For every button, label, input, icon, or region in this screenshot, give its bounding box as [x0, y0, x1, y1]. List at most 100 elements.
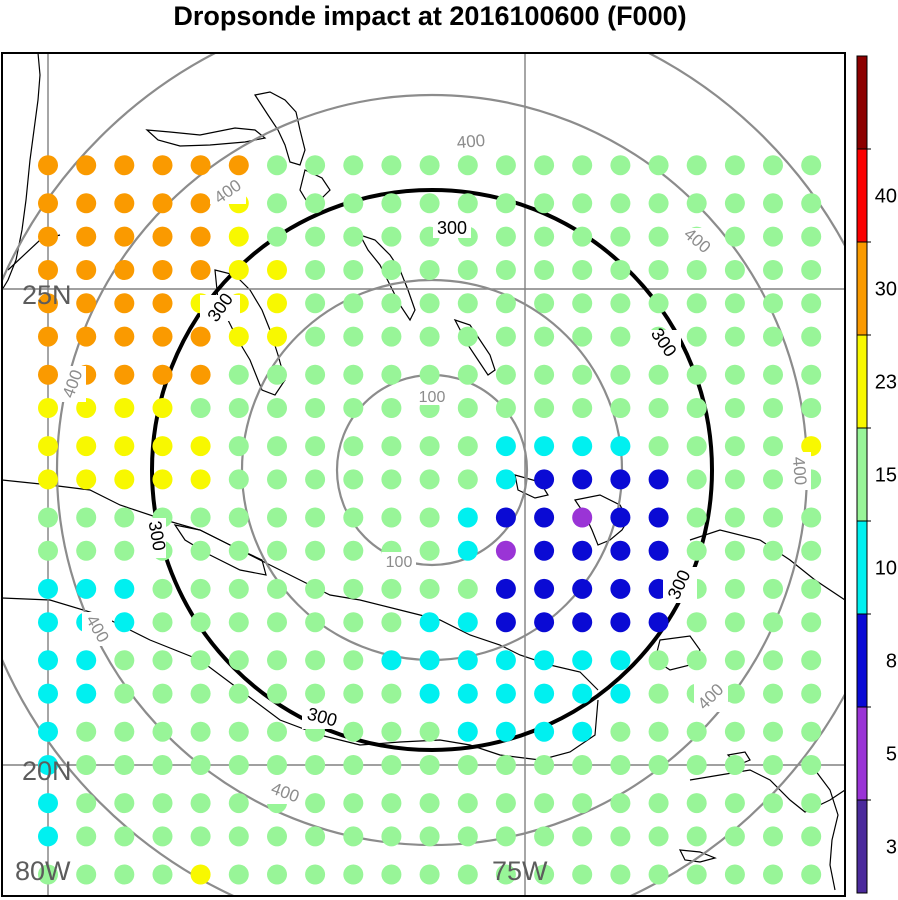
impact-dot: [228, 612, 249, 633]
impact-dot: [419, 293, 440, 314]
impact-dot: [724, 398, 745, 418]
impact-dot: [763, 193, 783, 214]
impact-dot: [419, 155, 440, 176]
impact-dot: [457, 683, 478, 704]
label-300-left: 300: [200, 289, 240, 325]
impact-dot: [228, 650, 249, 671]
coastlines: [2, 53, 845, 891]
impact-dot: [457, 155, 478, 176]
ring-label-400: 400: [456, 131, 486, 152]
impact-dot: [610, 540, 631, 561]
impact-dot: [534, 193, 555, 214]
impact-dot: [648, 507, 669, 528]
impact-dot: [267, 683, 287, 704]
impact-dot: [38, 721, 58, 742]
impact-dot: [267, 755, 287, 775]
impact-dot: [343, 398, 364, 418]
impact-dot: [343, 540, 364, 561]
label-400-bottom: 400: [266, 779, 304, 806]
impact-dot: [801, 436, 822, 457]
impact-dot: [190, 683, 211, 704]
impact-dot: [305, 293, 326, 314]
colorbar-box: [856, 55, 868, 150]
impact-dot: [457, 864, 478, 885]
impact-dot: [610, 469, 631, 490]
impact-dot: [534, 364, 555, 385]
colorbar-tick-label: 15: [875, 465, 897, 487]
impact-dot: [495, 193, 516, 214]
impact-dot: [610, 398, 631, 418]
colorbar-box: [856, 613, 868, 708]
impact-dot: [686, 260, 707, 280]
impact-dot: [190, 650, 211, 671]
impact-dot: [305, 650, 326, 671]
impact-dot: [190, 398, 211, 418]
impact-dot: [76, 293, 97, 314]
impact-dot: [76, 793, 97, 814]
impact-dot: [38, 398, 58, 418]
impact-dot: [572, 507, 593, 528]
impact-dot: [457, 436, 478, 457]
impact-dot: [343, 226, 364, 247]
impact-dot: [305, 755, 326, 775]
impact-dot: [381, 721, 402, 742]
label-100-bottom: 100: [382, 552, 416, 571]
impact-dot: [228, 226, 249, 247]
impact-dot: [381, 793, 402, 814]
impact-dot: [267, 155, 287, 176]
impact-dot: [648, 155, 669, 176]
impact-dot: [343, 578, 364, 599]
impact-dot: [534, 293, 555, 314]
impact-dot: [610, 260, 631, 280]
impact-dot: [572, 755, 593, 775]
impact-dot: [114, 540, 135, 561]
impact-dot: [343, 683, 364, 704]
impact-dot: [38, 864, 58, 885]
impact-dot: [152, 155, 173, 176]
impact-dot: [305, 612, 326, 633]
impact-dot: [686, 612, 707, 633]
impact-dot: [763, 540, 783, 561]
impact-dot: [801, 260, 822, 280]
impact-dot: [228, 398, 249, 418]
impact-dot: [648, 864, 669, 885]
impact-dot: [343, 364, 364, 385]
impact-dot: [228, 507, 249, 528]
impact-dot: [38, 326, 58, 347]
impact-dot: [381, 260, 402, 280]
impact-dot: [648, 226, 669, 247]
impact-dot: [305, 826, 326, 847]
impact-dot: [534, 398, 555, 418]
impact-dot: [457, 540, 478, 561]
impact-dot: [228, 721, 249, 742]
haiti-west: [689, 769, 845, 813]
impact-dot: [610, 364, 631, 385]
impact-dot: [152, 826, 173, 847]
impact-dot: [457, 260, 478, 280]
impact-dot: [190, 364, 211, 385]
colorbar-tick-label: 23: [875, 372, 897, 394]
impact-dot: [228, 364, 249, 385]
lon-label-75w: 75W: [492, 856, 548, 886]
grand-bahama: [145, 127, 267, 147]
impact-dot: [343, 260, 364, 280]
impact-dot: [686, 755, 707, 775]
colorbar: 3 5 8 10 15 23 30 40: [856, 55, 897, 894]
impact-dot: [763, 793, 783, 814]
lon-label-80w: 80W: [15, 856, 71, 886]
impact-dot: [724, 226, 745, 247]
impact-dot: [801, 721, 822, 742]
impact-dot: [381, 578, 402, 599]
impact-dot: [648, 398, 669, 418]
impact-dot: [419, 540, 440, 561]
impact-dot: [686, 507, 707, 528]
impact-dot: [801, 293, 822, 314]
impact-dot: [267, 578, 287, 599]
colorbar-tick-label: 10: [875, 558, 897, 580]
impact-dot: [610, 155, 631, 176]
impact-dot: [457, 755, 478, 775]
impact-dot: [724, 683, 745, 704]
impact-dot: [648, 293, 669, 314]
impact-dot: [114, 507, 135, 528]
label-300-east: 300: [663, 567, 697, 603]
